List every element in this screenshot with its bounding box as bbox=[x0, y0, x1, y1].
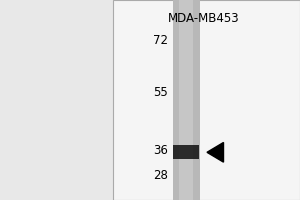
Text: 28: 28 bbox=[153, 169, 168, 182]
Text: 36: 36 bbox=[153, 144, 168, 157]
Text: MDA-MB453: MDA-MB453 bbox=[168, 12, 240, 25]
Bar bbox=[172, 0, 200, 200]
Text: 55: 55 bbox=[153, 86, 168, 99]
Text: 72: 72 bbox=[153, 33, 168, 46]
Bar bbox=[112, 0, 300, 200]
Bar bbox=[179, 0, 193, 200]
Bar bbox=[173, 145, 199, 159]
Polygon shape bbox=[207, 142, 224, 162]
